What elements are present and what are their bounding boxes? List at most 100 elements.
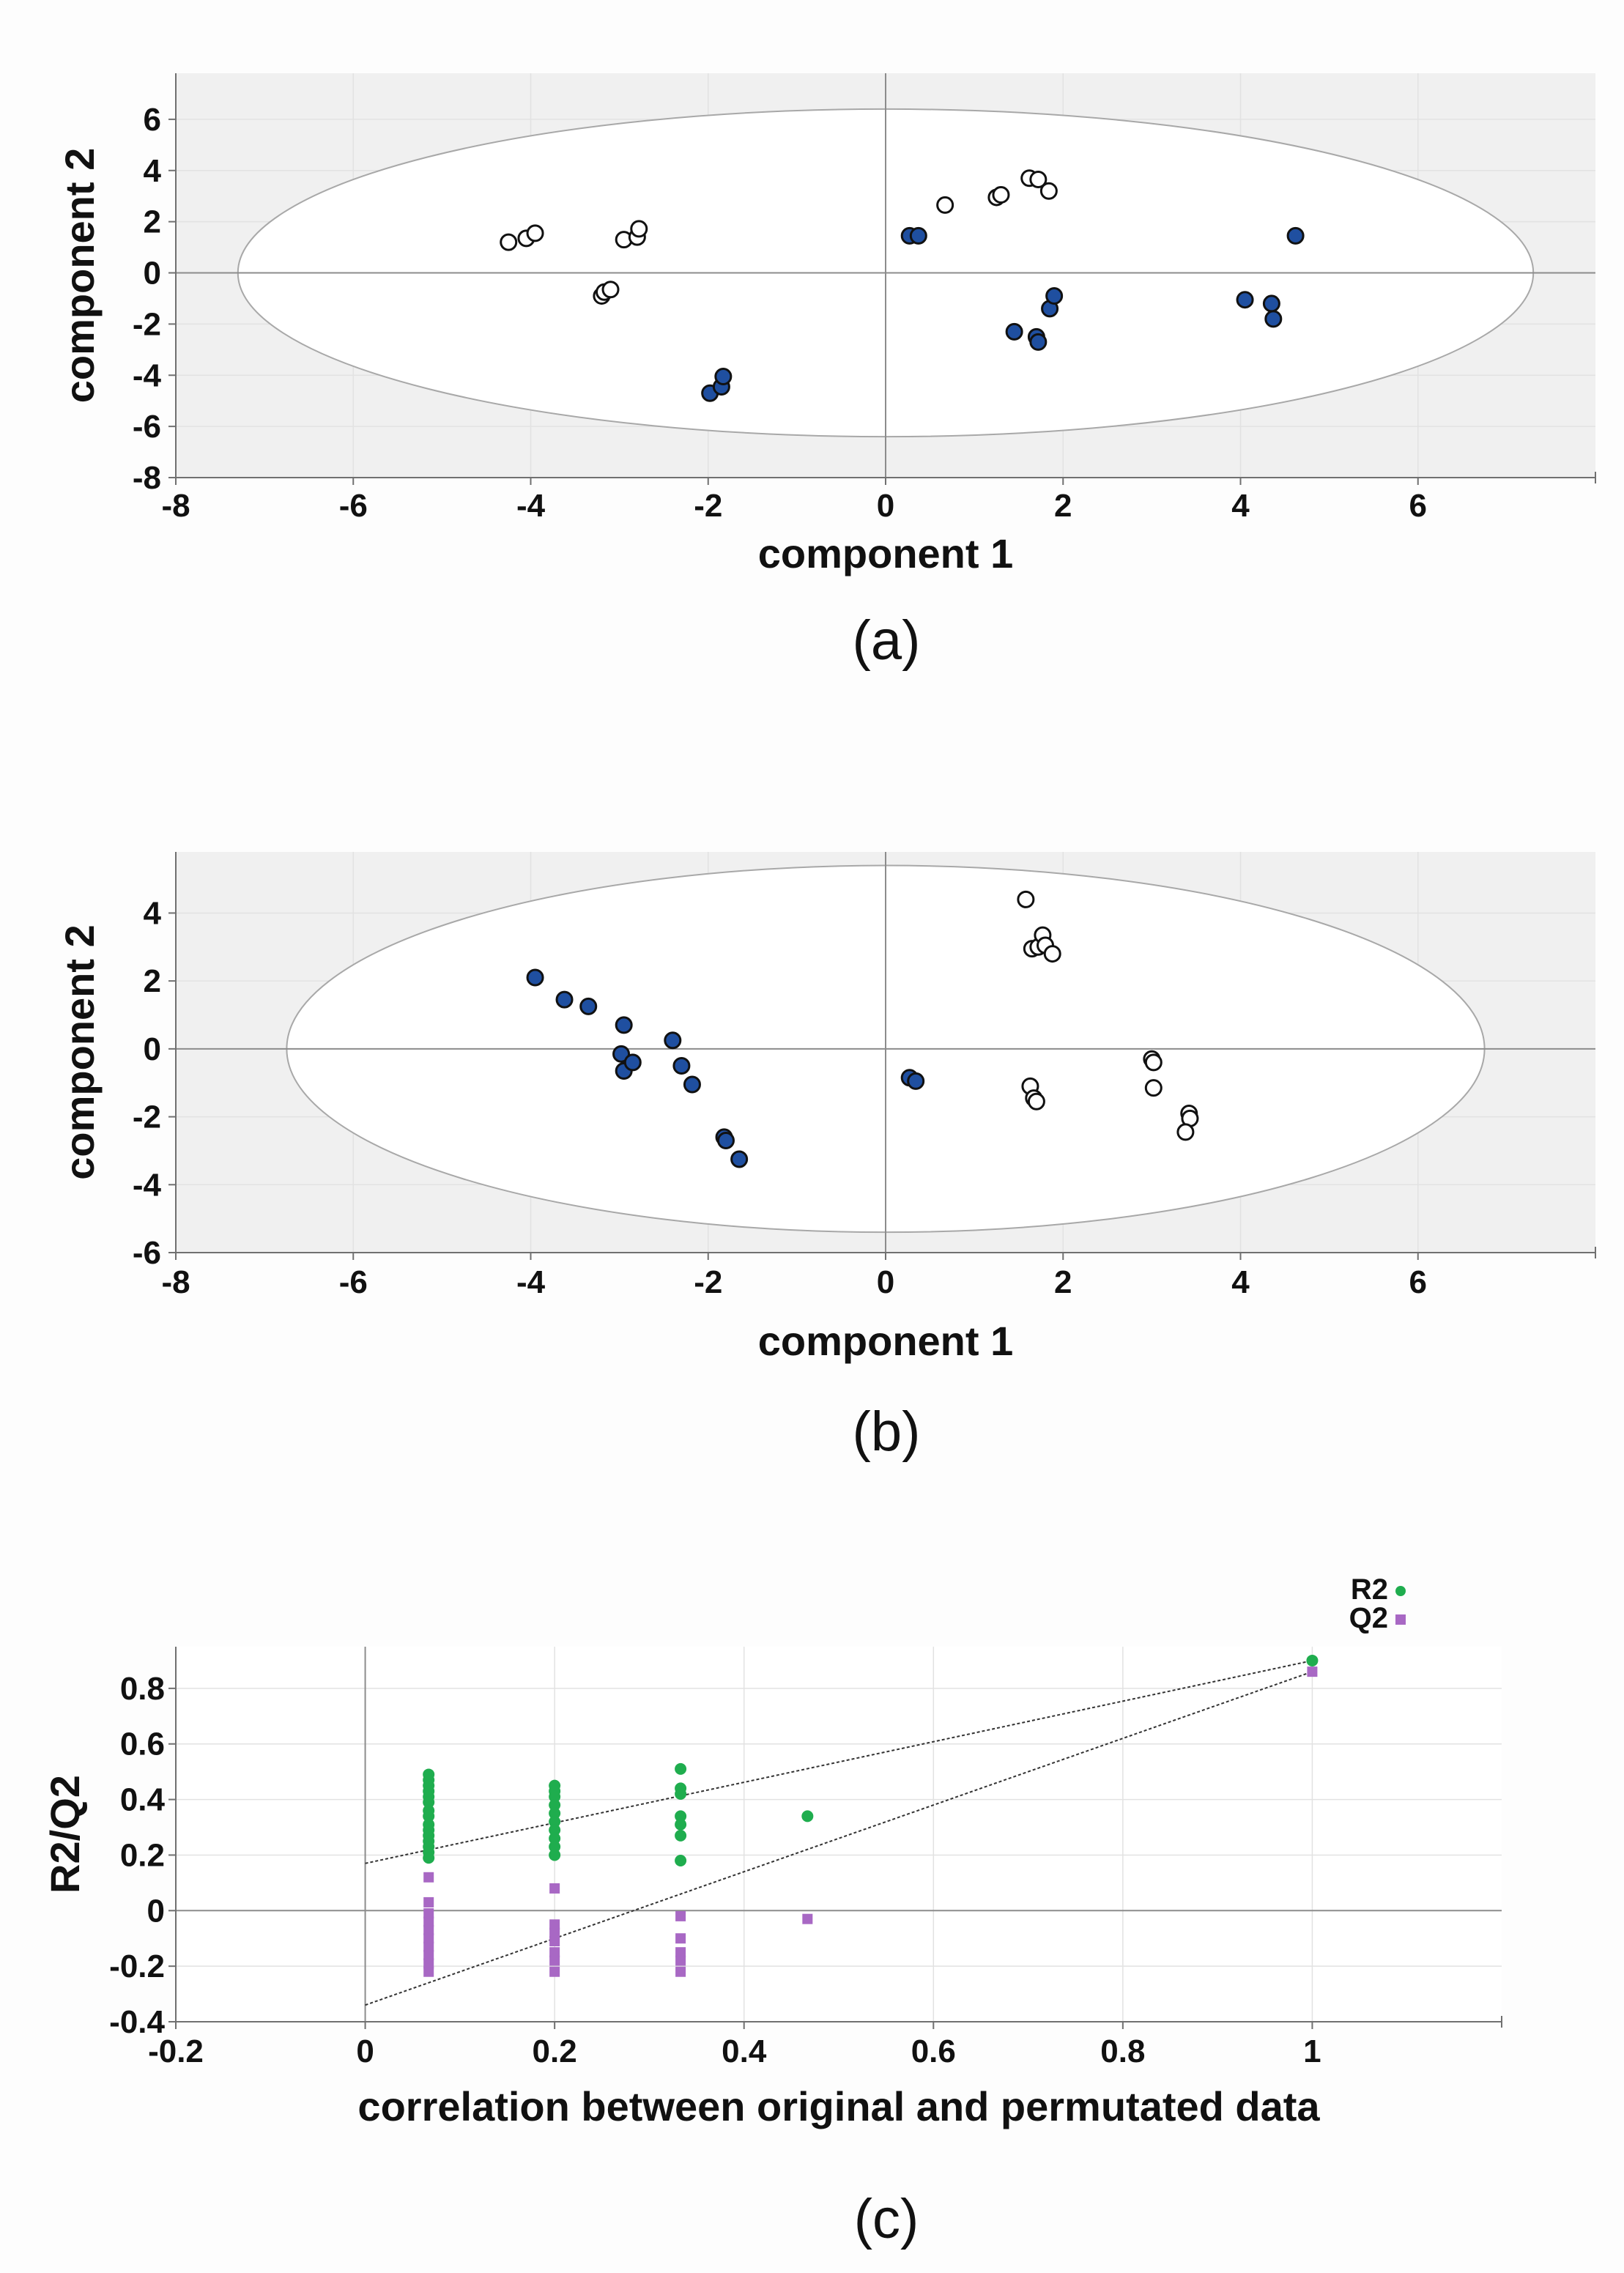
data-point-r2 — [675, 1829, 687, 1842]
data-point-r2 — [675, 1855, 687, 1867]
y-axis-title: component 2 — [56, 924, 103, 1179]
x-tick-label: 0.2 — [533, 2033, 577, 2069]
data-point-q2 — [549, 1927, 560, 1938]
data-point-group-filled — [1236, 291, 1254, 309]
data-point-group-open — [1176, 1123, 1195, 1141]
data-point-q2 — [423, 1924, 434, 1935]
data-point-group-open — [526, 224, 544, 242]
data-point-q2 — [549, 1919, 560, 1930]
data-point-group-filled — [909, 226, 927, 245]
data-point-group-filled — [714, 368, 733, 385]
data-point-q2 — [423, 1966, 434, 1977]
panel-label: (b) — [853, 1401, 921, 1463]
data-point-q2 — [423, 1872, 434, 1883]
data-point-group-open — [1017, 890, 1035, 908]
data-point-group-open — [500, 233, 518, 251]
data-point-group-filled — [664, 1031, 682, 1050]
data-point-group-filled — [1262, 294, 1280, 313]
x-tick-label: 0.6 — [911, 2033, 956, 2069]
data-point-group-open — [1039, 182, 1058, 200]
y-tick-label: -4 — [133, 1167, 162, 1203]
data-point-r2 — [423, 1810, 435, 1823]
data-point-group-filled — [612, 1045, 631, 1063]
x-tick-label: -0.2 — [148, 2033, 204, 2069]
x-tick-label: -4 — [516, 488, 546, 524]
data-point-group-filled — [555, 990, 574, 1009]
y-axis-title: component 2 — [56, 148, 103, 403]
x-axis-title: component 1 — [758, 530, 1013, 576]
data-point-group-open — [992, 185, 1010, 204]
data-point-q2 — [423, 1916, 434, 1927]
data-point-group-filled — [1286, 226, 1305, 245]
x-tick-label: 2 — [1054, 1264, 1072, 1300]
data-point-r2 — [549, 1841, 561, 1853]
x-tick-label: 6 — [1409, 1264, 1427, 1300]
data-point-q2 — [549, 1966, 560, 1977]
data-point-group-open — [630, 220, 648, 238]
data-point-r2 — [423, 1796, 435, 1809]
y-tick-label: 6 — [144, 102, 161, 138]
data-point-group-open — [936, 196, 954, 214]
panel-label: (a) — [853, 609, 921, 672]
data-point-group-filled — [1029, 333, 1048, 351]
data-point-group-filled — [579, 997, 598, 1015]
data-point-group-open — [1027, 1092, 1045, 1110]
x-tick-label: -4 — [516, 1264, 546, 1300]
data-point-q2 — [675, 1933, 686, 1944]
data-point-group-open — [601, 281, 620, 299]
data-point-r2 — [423, 1852, 435, 1864]
regression-line — [365, 1659, 1313, 1864]
data-point-q2 — [675, 1955, 686, 1966]
data-point-q2 — [423, 1949, 434, 1960]
x-tick-label: -8 — [161, 488, 190, 524]
y-tick-label: -2 — [133, 1100, 161, 1135]
regression-line — [365, 1671, 1313, 2006]
y-tick-label: -2 — [133, 306, 161, 342]
data-point-r2 — [549, 1790, 561, 1803]
x-tick-label: -8 — [161, 1264, 190, 1300]
y-tick-label: -4 — [133, 357, 162, 393]
x-tick-label: 1 — [1303, 2033, 1321, 2069]
data-point-q2 — [423, 1958, 434, 1969]
y-tick-label: 2 — [144, 963, 161, 999]
y-tick-label: 0.2 — [120, 1837, 165, 1873]
y-tick-label: 0.4 — [120, 1782, 166, 1818]
data-point-q2 — [675, 1947, 686, 1958]
y-tick-label: 0 — [147, 1893, 165, 1929]
data-point-group-filled — [623, 1053, 642, 1072]
data-point-r2 — [549, 1815, 561, 1828]
x-tick-label: 0 — [877, 488, 894, 524]
data-point-group-open — [1144, 1079, 1163, 1097]
data-point-group-filled — [672, 1057, 691, 1075]
legend-marker-q2 — [1395, 1614, 1406, 1625]
x-tick-label: 0.8 — [1100, 2033, 1145, 2069]
y-tick-label: 0.6 — [120, 1727, 165, 1762]
data-point-q2 — [423, 1941, 434, 1952]
data-point-group-filled — [615, 1016, 633, 1034]
x-tick-label: -6 — [339, 488, 368, 524]
plot-area — [176, 1647, 1502, 2022]
data-point-r2 — [675, 1810, 687, 1823]
x-tick-label: 0 — [877, 1264, 894, 1300]
data-point-group-filled — [1045, 286, 1064, 305]
data-point-r2 — [675, 1762, 687, 1775]
data-point-q2 — [549, 1883, 560, 1894]
data-point-group-filled — [716, 1132, 735, 1150]
y-axis-title: R2/Q2 — [42, 1775, 88, 1894]
y-tick-label: -6 — [133, 409, 161, 445]
panel-a-pls-da-scores: -8 -6 -4 -2 0 2 4 6 6 4 2 0 -2 -4 -6 -8 component 1 compo… — [56, 73, 1596, 672]
data-point-q2 — [423, 1933, 434, 1944]
y-tick-label: 0 — [144, 256, 161, 292]
data-point-group-open — [1029, 170, 1048, 188]
data-point-q2 — [675, 1966, 686, 1977]
data-point-group-filled — [730, 1150, 749, 1168]
legend-marker-r2 — [1395, 1586, 1406, 1596]
legend-label-r2: R2 — [1351, 1573, 1388, 1606]
y-tick-label: -6 — [133, 1235, 161, 1271]
y-tick-label: -0.2 — [109, 1948, 165, 1984]
data-point-r2 — [549, 1824, 561, 1836]
data-point-group-open — [1043, 945, 1061, 963]
data-point-q2 — [423, 1908, 434, 1919]
x-tick-label: -2 — [694, 1264, 722, 1300]
y-tick-label: 0 — [144, 1031, 161, 1067]
